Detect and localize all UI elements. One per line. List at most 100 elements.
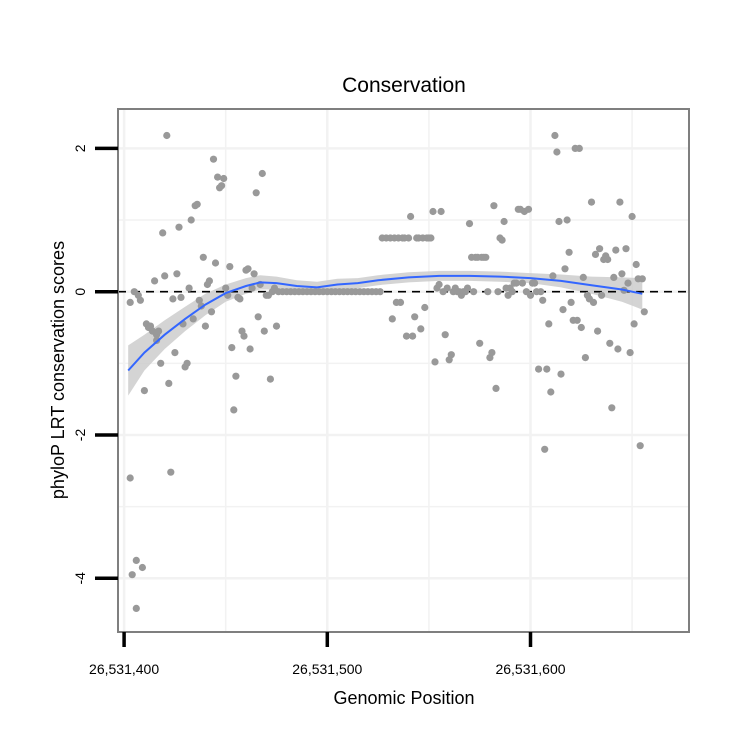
data-point xyxy=(214,173,222,181)
data-point xyxy=(201,322,209,330)
data-point xyxy=(604,255,612,264)
data-point xyxy=(248,284,256,292)
data-point xyxy=(638,275,646,283)
x-axis: 26,531,400 26,531,500 26,531,600 xyxy=(89,632,566,677)
data-point xyxy=(559,306,567,314)
data-point xyxy=(429,207,437,216)
confidence-band xyxy=(128,270,643,396)
data-point xyxy=(260,327,268,335)
data-point xyxy=(598,291,606,299)
data-point xyxy=(171,349,179,357)
data-point xyxy=(228,344,236,352)
data-point xyxy=(136,296,144,304)
data-point xyxy=(579,273,587,281)
data-point xyxy=(626,349,634,357)
data-point xyxy=(606,339,614,347)
data-point xyxy=(161,272,169,280)
data-point xyxy=(388,315,396,323)
panel-border xyxy=(117,108,690,633)
data-point xyxy=(630,320,638,328)
data-point xyxy=(470,288,478,296)
data-point xyxy=(465,220,474,228)
panel-border-layer xyxy=(117,108,690,633)
data-point xyxy=(553,148,561,156)
data-point xyxy=(165,379,173,387)
data-point xyxy=(254,313,262,321)
data-point xyxy=(596,245,604,253)
data-point xyxy=(417,325,425,333)
data-point xyxy=(187,216,195,224)
data-point xyxy=(614,345,622,353)
data-point xyxy=(443,284,451,292)
data-point xyxy=(636,442,644,450)
data-point xyxy=(138,563,146,572)
x-tick-label: 26,531,600 xyxy=(495,661,565,677)
data-point xyxy=(610,273,618,281)
data-point xyxy=(396,298,405,306)
data-point xyxy=(587,198,596,206)
smooth-line xyxy=(127,274,643,372)
data-point xyxy=(490,202,498,210)
confidence-band-layer xyxy=(128,270,643,396)
data-point xyxy=(640,308,648,316)
data-point xyxy=(183,359,191,367)
data-point xyxy=(512,279,520,287)
data-point xyxy=(437,207,445,216)
x-tick-label: 26,531,400 xyxy=(89,661,159,677)
data-point xyxy=(252,189,260,197)
data-point xyxy=(159,229,167,237)
data-point xyxy=(498,236,506,244)
data-point xyxy=(195,296,203,304)
data-point xyxy=(500,217,508,226)
data-point xyxy=(266,375,274,383)
data-point xyxy=(612,246,620,254)
data-point xyxy=(508,288,516,296)
data-point xyxy=(226,263,234,271)
y-tick-label: -4 xyxy=(72,572,88,585)
data-point xyxy=(155,327,163,335)
data-point xyxy=(209,155,218,163)
data-point xyxy=(140,387,148,395)
data-point xyxy=(376,288,384,296)
data-point xyxy=(173,270,181,278)
y-tick-label: 2 xyxy=(72,144,88,152)
data-point xyxy=(526,291,535,299)
data-point xyxy=(199,253,207,261)
data-point xyxy=(543,365,551,373)
data-point xyxy=(189,315,197,323)
data-point xyxy=(539,296,547,304)
data-point xyxy=(524,205,533,213)
data-point xyxy=(531,279,539,287)
data-point xyxy=(441,331,449,339)
y-tick-label: -2 xyxy=(72,429,88,442)
data-point xyxy=(447,351,455,359)
data-point xyxy=(541,445,549,453)
data-point xyxy=(427,234,435,242)
plot-panel xyxy=(118,109,689,632)
data-point xyxy=(537,288,545,296)
data-point xyxy=(594,327,602,335)
data-point xyxy=(222,284,230,292)
data-point xyxy=(151,277,159,285)
data-point xyxy=(492,384,500,392)
data-point xyxy=(494,288,502,296)
data-point xyxy=(555,217,563,226)
chart-title: Conservation xyxy=(342,74,466,97)
data-point xyxy=(488,349,496,357)
data-point xyxy=(628,212,636,221)
data-point xyxy=(463,284,472,292)
data-point xyxy=(591,250,600,258)
data-point xyxy=(230,406,238,414)
data-point xyxy=(545,320,553,328)
data-point xyxy=(577,323,585,332)
data-point xyxy=(476,339,484,347)
data-point xyxy=(589,298,598,306)
data-point xyxy=(163,131,171,140)
y-axis-title: phyloP LRT conservation scores xyxy=(48,241,68,499)
data-point xyxy=(518,279,527,287)
data-point xyxy=(624,279,632,287)
data-point xyxy=(244,265,252,273)
data-point xyxy=(402,332,411,340)
data-point xyxy=(250,270,258,278)
data-point xyxy=(551,131,559,140)
